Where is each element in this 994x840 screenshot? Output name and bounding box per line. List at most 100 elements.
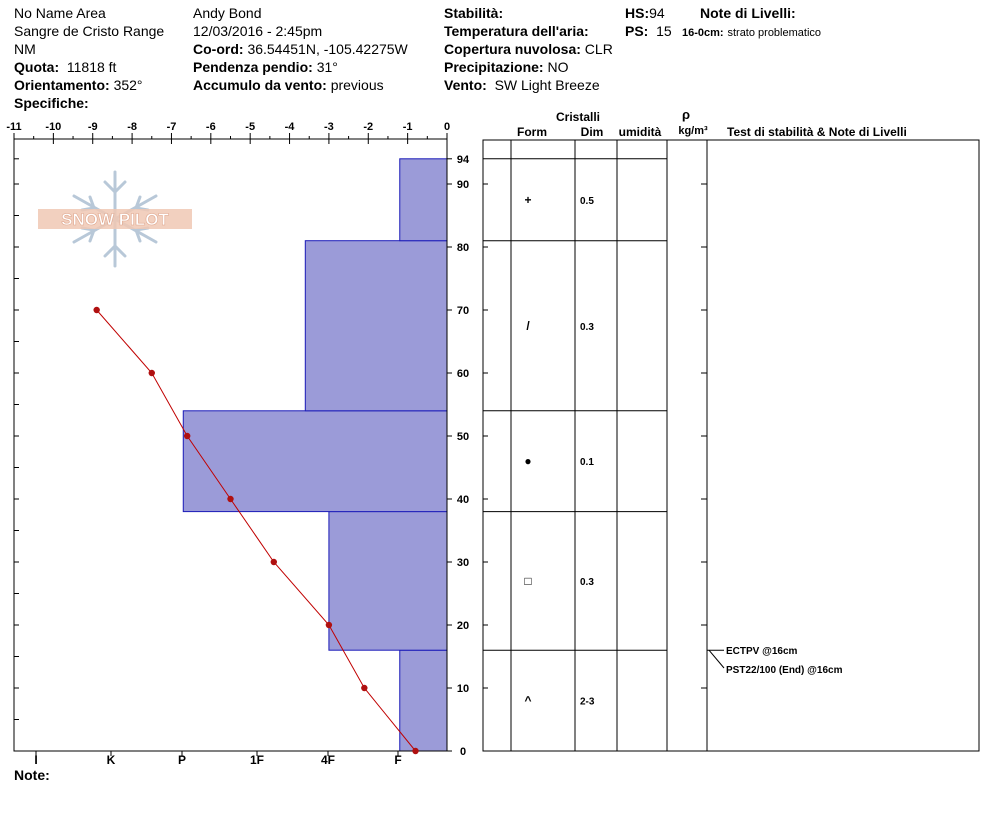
hardness-layer-1 — [328, 511, 448, 651]
height-tick-label-7: 70 — [457, 305, 469, 317]
cloud-value: CLR — [584, 41, 613, 57]
wind-value: SW Light Breeze — [494, 77, 600, 93]
temp-tick-label-6: -5 — [245, 121, 255, 133]
slope-value: 31° — [316, 59, 338, 75]
layer-dim-1: 0.3 — [580, 322, 594, 333]
note-label: Note: — [14, 767, 50, 783]
specifics-label: Specifiche: — [14, 95, 89, 111]
observer-name: Andy Bond — [193, 5, 262, 21]
air-temp-row: Temperatura dell'aria: — [444, 22, 613, 40]
temp-tick-label-10: -1 — [403, 121, 413, 133]
temperature-point-2 — [184, 432, 191, 440]
temp-tick-label-7: -4 — [285, 121, 296, 133]
header-tests: Test di stabilità & Note di Livelli — [727, 125, 907, 139]
hardness-label-1: K — [107, 753, 116, 767]
aspect-label: Orientamento: — [14, 77, 110, 93]
height-tick-label-9: 90 — [457, 179, 469, 191]
elevation-label: Quota: — [14, 59, 60, 75]
cloud-label: Copertura nuvolosa: — [444, 41, 581, 57]
notes-row: Note di Livelli: — [700, 4, 821, 22]
hs-value: 94 — [649, 5, 665, 21]
hardness-layer-2 — [182, 410, 448, 513]
layer-form-1: / — [526, 319, 530, 333]
wind-row: Vento: SW Light Breeze — [444, 76, 613, 94]
range-name: Sangre de Cristo Range — [14, 23, 165, 39]
header-col3: Stabilità: Temperatura dell'aria: Copert… — [444, 4, 613, 94]
wind-load-value: previous — [330, 77, 384, 93]
state-name: NM — [14, 41, 36, 57]
temp-tick-label-9: -2 — [363, 121, 373, 133]
temp-tick-label-0: -11 — [6, 121, 21, 133]
layer-form-2: ● — [524, 454, 531, 468]
header-dim: Dim — [581, 125, 604, 139]
height-tick-label-6: 60 — [457, 368, 469, 380]
header-umidita: umidità — [619, 125, 662, 139]
layer-form-0: + — [524, 193, 531, 207]
slope-row: Pendenza pendio: 31° — [193, 58, 408, 76]
header-rho: ρ — [682, 107, 690, 122]
height-tick-label-10: 94 — [457, 154, 470, 166]
layer-dim-0: 0.5 — [580, 196, 594, 207]
temp-tick-label-4: -7 — [167, 121, 177, 133]
temp-tick-label-1: -10 — [45, 121, 61, 133]
snowpilot-logo: SNOW PILOT — [38, 170, 192, 268]
hardness-label-3: 1F — [250, 753, 264, 767]
test-label-1: PST22/100 (End) @16cm — [726, 665, 843, 676]
ps-row: PS: 15 — [625, 22, 672, 40]
temperature-point-6 — [361, 684, 368, 692]
logo-text: SNOW PILOT — [61, 210, 169, 229]
hardness-layer-4 — [399, 158, 448, 242]
temperature-point-0 — [93, 306, 100, 314]
layer-form-4: ^ — [524, 694, 531, 708]
hs-label: HS: — [625, 5, 650, 21]
specifics-row: Specifiche: — [14, 94, 164, 112]
layer-dim-4: 2-3 — [580, 697, 595, 708]
precip-value: NO — [547, 59, 569, 75]
notes-label: Note di Livelli: — [700, 5, 796, 21]
temp-tick-label-3: -8 — [127, 121, 137, 133]
aspect-row: Orientamento: 352° — [14, 76, 164, 94]
area-name: No Name Area — [14, 5, 106, 21]
precip-row: Precipitazione: NO — [444, 58, 613, 76]
temperature-point-4 — [270, 558, 277, 566]
test-label-0: ECTPV @16cm — [726, 646, 798, 657]
temperature-point-5 — [325, 621, 333, 629]
hardness-label-2: P — [178, 753, 186, 767]
hardness-layer-3 — [304, 240, 448, 412]
temperature-point-3 — [227, 495, 234, 503]
height-tick-label-1: 10 — [457, 683, 469, 695]
height-tick-label-0: 0 — [460, 746, 466, 758]
temp-tick-label-8: -3 — [324, 121, 334, 133]
height-tick-label-5: 50 — [457, 431, 469, 443]
test-pointer-1 — [708, 649, 725, 669]
header-rho-unit: kg/m³ — [678, 125, 708, 137]
wind-load-row: Accumulo da vento: previous — [193, 76, 408, 94]
ps-label: PS: — [625, 23, 649, 39]
height-tick-label-8: 80 — [457, 242, 469, 254]
header-form: Form — [517, 125, 547, 139]
layer-form-3: □ — [524, 574, 531, 588]
note-line: 16-0cm: strato problematico — [682, 22, 821, 42]
hs-row: HS:94 — [625, 4, 672, 22]
ps-value: 15 — [656, 23, 672, 39]
temperature-point-7 — [412, 747, 419, 755]
temp-tick-label-2: -9 — [88, 121, 98, 133]
datetime: 12/03/2016 - 2:45pm — [193, 23, 323, 39]
wind-label: Vento: — [444, 77, 487, 93]
temperature-line — [96, 309, 416, 752]
layer-table: Cristalli Form Dim umidità ρ kg/m³ Test di sta… — [482, 107, 980, 752]
coord-label: Co-ord: — [193, 41, 244, 57]
header-col1: No Name Area Sangre de Cristo Range NM Q… — [14, 4, 164, 112]
elevation-row: Quota: 11818 ft — [14, 58, 164, 76]
aspect-value: 352° — [113, 77, 143, 93]
table-frame — [482, 139, 980, 752]
coord-value: 36.54451N, -105.42275W — [247, 41, 408, 57]
precip-label: Precipitazione: — [444, 59, 544, 75]
temperature-point-1 — [148, 369, 155, 377]
hardness-label-0: I — [34, 753, 37, 767]
stability-label: Stabilità: — [444, 5, 504, 21]
wind-load-label: Accumulo da vento: — [193, 77, 327, 93]
header-col4: HS:94 PS: 15 — [625, 4, 672, 40]
header-col2: Andy Bond 12/03/2016 - 2:45pm Co-ord: 36… — [193, 4, 408, 94]
